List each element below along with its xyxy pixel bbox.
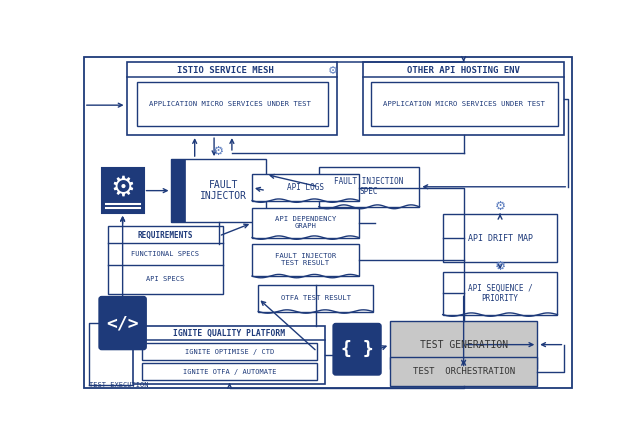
Text: TEST  ORCHESTRATION: TEST ORCHESTRATION [413,367,515,376]
Text: APPLICATION MICRO SERVICES UNDER TEST: APPLICATION MICRO SERVICES UNDER TEST [383,101,545,106]
Text: ⚙: ⚙ [328,66,338,76]
Text: TEST GENERATION: TEST GENERATION [420,340,508,350]
Text: API SEQUENCE /
PRIORITY: API SEQUENCE / PRIORITY [468,284,532,303]
Text: REQUIREMENTS: REQUIREMENTS [138,231,193,240]
Text: ⚙: ⚙ [495,200,506,213]
Text: IGNITE OPTIMISE / CTD: IGNITE OPTIMISE / CTD [185,348,274,355]
Text: ISTIO SERVICE MESH: ISTIO SERVICE MESH [177,66,274,75]
Text: TEST EXECUTION: TEST EXECUTION [90,382,149,389]
FancyBboxPatch shape [443,214,557,262]
FancyBboxPatch shape [138,82,328,126]
FancyBboxPatch shape [390,357,537,386]
FancyBboxPatch shape [99,297,146,349]
Text: OTFA TEST RESULT: OTFA TEST RESULT [280,295,351,301]
FancyBboxPatch shape [102,168,143,213]
FancyBboxPatch shape [371,82,558,126]
FancyBboxPatch shape [142,343,317,360]
Text: </>: </> [106,314,139,332]
FancyBboxPatch shape [259,286,373,312]
Text: ⚙: ⚙ [110,173,135,202]
Text: API SPECS: API SPECS [146,276,184,282]
FancyBboxPatch shape [172,159,186,222]
Text: ⚙: ⚙ [213,145,225,158]
FancyBboxPatch shape [252,244,359,276]
Text: FAULT INJECTION
SPEC: FAULT INJECTION SPEC [334,177,404,197]
Text: ⚙: ⚙ [495,260,506,273]
FancyBboxPatch shape [108,226,223,294]
Text: IGNITE OTFA / AUTOMATE: IGNITE OTFA / AUTOMATE [183,369,276,374]
Text: API LOGS: API LOGS [287,183,324,192]
FancyBboxPatch shape [443,272,557,315]
Text: { }: { } [340,340,373,358]
Text: FAULT INJECTOR
TEST RESULT: FAULT INJECTOR TEST RESULT [275,253,336,267]
Text: FUNCTIONAL SPECS: FUNCTIONAL SPECS [131,251,199,257]
FancyBboxPatch shape [172,159,266,222]
FancyBboxPatch shape [252,208,359,238]
Text: IGNITE QUALITY PLATFORM: IGNITE QUALITY PLATFORM [173,329,285,337]
FancyBboxPatch shape [333,324,381,375]
FancyBboxPatch shape [390,321,537,369]
FancyBboxPatch shape [252,174,359,201]
Text: API DEPENDENCY
GRAPH: API DEPENDENCY GRAPH [275,216,336,230]
FancyBboxPatch shape [319,167,419,207]
FancyBboxPatch shape [142,363,317,380]
Text: APPLICATION MICRO SERVICES UNDER TEST: APPLICATION MICRO SERVICES UNDER TEST [149,101,311,106]
Text: API DRIFT MAP: API DRIFT MAP [468,234,532,243]
Text: OTHER API HOSTING ENV: OTHER API HOSTING ENV [407,66,520,75]
Text: FAULT
INJECTOR: FAULT INJECTOR [200,180,247,202]
